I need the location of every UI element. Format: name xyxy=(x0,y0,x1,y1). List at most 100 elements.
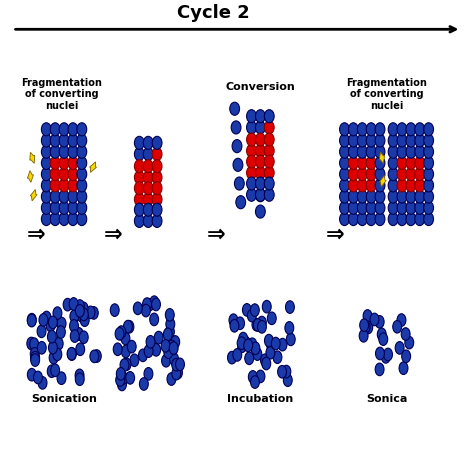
Text: ⇒: ⇒ xyxy=(207,225,225,245)
Ellipse shape xyxy=(75,300,84,312)
Ellipse shape xyxy=(375,145,385,158)
Ellipse shape xyxy=(172,358,181,371)
Ellipse shape xyxy=(135,147,144,161)
Ellipse shape xyxy=(388,134,398,147)
Ellipse shape xyxy=(415,134,425,147)
Ellipse shape xyxy=(86,306,95,319)
Ellipse shape xyxy=(113,343,122,356)
Ellipse shape xyxy=(152,171,162,184)
Ellipse shape xyxy=(415,190,425,203)
Ellipse shape xyxy=(53,348,62,361)
Ellipse shape xyxy=(266,346,275,359)
Ellipse shape xyxy=(262,357,271,370)
Ellipse shape xyxy=(59,212,69,226)
Text: Sonication: Sonication xyxy=(31,394,97,404)
Ellipse shape xyxy=(401,328,410,340)
Ellipse shape xyxy=(143,171,153,184)
Ellipse shape xyxy=(264,121,274,134)
Ellipse shape xyxy=(74,328,83,340)
Ellipse shape xyxy=(383,348,392,361)
Ellipse shape xyxy=(59,145,69,158)
Ellipse shape xyxy=(172,367,181,380)
Ellipse shape xyxy=(41,145,51,158)
Ellipse shape xyxy=(375,134,385,147)
Ellipse shape xyxy=(424,201,434,214)
Ellipse shape xyxy=(348,156,358,170)
Ellipse shape xyxy=(379,333,388,346)
Ellipse shape xyxy=(80,308,88,321)
Ellipse shape xyxy=(405,337,414,349)
Ellipse shape xyxy=(34,371,42,384)
Ellipse shape xyxy=(170,353,179,365)
Ellipse shape xyxy=(116,374,125,386)
Ellipse shape xyxy=(229,314,238,327)
Ellipse shape xyxy=(406,212,416,226)
Ellipse shape xyxy=(255,109,265,123)
Ellipse shape xyxy=(135,214,144,228)
Ellipse shape xyxy=(406,145,416,158)
Ellipse shape xyxy=(415,201,425,214)
Ellipse shape xyxy=(348,190,358,203)
Ellipse shape xyxy=(69,298,78,310)
Ellipse shape xyxy=(357,156,367,170)
Ellipse shape xyxy=(167,373,176,385)
Ellipse shape xyxy=(122,358,131,371)
Ellipse shape xyxy=(77,201,87,214)
Ellipse shape xyxy=(397,134,407,147)
Text: Conversion: Conversion xyxy=(226,82,295,92)
Ellipse shape xyxy=(364,321,373,334)
Ellipse shape xyxy=(90,307,98,319)
Ellipse shape xyxy=(246,188,256,201)
Ellipse shape xyxy=(278,338,287,351)
Ellipse shape xyxy=(257,316,266,329)
Ellipse shape xyxy=(278,365,286,378)
Ellipse shape xyxy=(41,156,51,170)
Polygon shape xyxy=(90,162,97,173)
Ellipse shape xyxy=(239,332,248,345)
Ellipse shape xyxy=(250,304,259,317)
Polygon shape xyxy=(30,152,35,164)
Ellipse shape xyxy=(424,190,434,203)
Ellipse shape xyxy=(406,156,416,170)
Ellipse shape xyxy=(361,321,370,333)
Ellipse shape xyxy=(397,190,407,203)
Ellipse shape xyxy=(406,123,416,136)
Ellipse shape xyxy=(54,337,63,350)
Ellipse shape xyxy=(339,123,349,136)
Ellipse shape xyxy=(118,378,127,391)
Ellipse shape xyxy=(47,330,56,343)
Ellipse shape xyxy=(41,168,51,181)
Ellipse shape xyxy=(264,188,274,201)
Text: Incubation: Incubation xyxy=(227,394,293,404)
Ellipse shape xyxy=(255,188,265,201)
Ellipse shape xyxy=(382,351,390,363)
Ellipse shape xyxy=(377,328,386,341)
Ellipse shape xyxy=(406,134,416,147)
Ellipse shape xyxy=(41,179,51,192)
Ellipse shape xyxy=(264,155,274,168)
Ellipse shape xyxy=(264,177,274,190)
Ellipse shape xyxy=(415,179,425,192)
Ellipse shape xyxy=(27,368,36,381)
Ellipse shape xyxy=(406,190,416,203)
Ellipse shape xyxy=(59,190,69,203)
Ellipse shape xyxy=(264,166,274,179)
Ellipse shape xyxy=(49,351,58,364)
Ellipse shape xyxy=(424,134,434,147)
Ellipse shape xyxy=(77,168,87,181)
Ellipse shape xyxy=(339,201,349,214)
Ellipse shape xyxy=(76,343,85,356)
Text: ⇒: ⇒ xyxy=(27,225,46,245)
Ellipse shape xyxy=(128,340,136,353)
Ellipse shape xyxy=(167,340,176,353)
Ellipse shape xyxy=(273,351,282,364)
Ellipse shape xyxy=(144,345,153,357)
Ellipse shape xyxy=(348,201,358,214)
Ellipse shape xyxy=(397,156,407,170)
Ellipse shape xyxy=(246,177,256,190)
Ellipse shape xyxy=(75,369,84,382)
Ellipse shape xyxy=(79,302,88,315)
Ellipse shape xyxy=(228,351,237,364)
Ellipse shape xyxy=(116,367,125,380)
Ellipse shape xyxy=(237,340,246,353)
